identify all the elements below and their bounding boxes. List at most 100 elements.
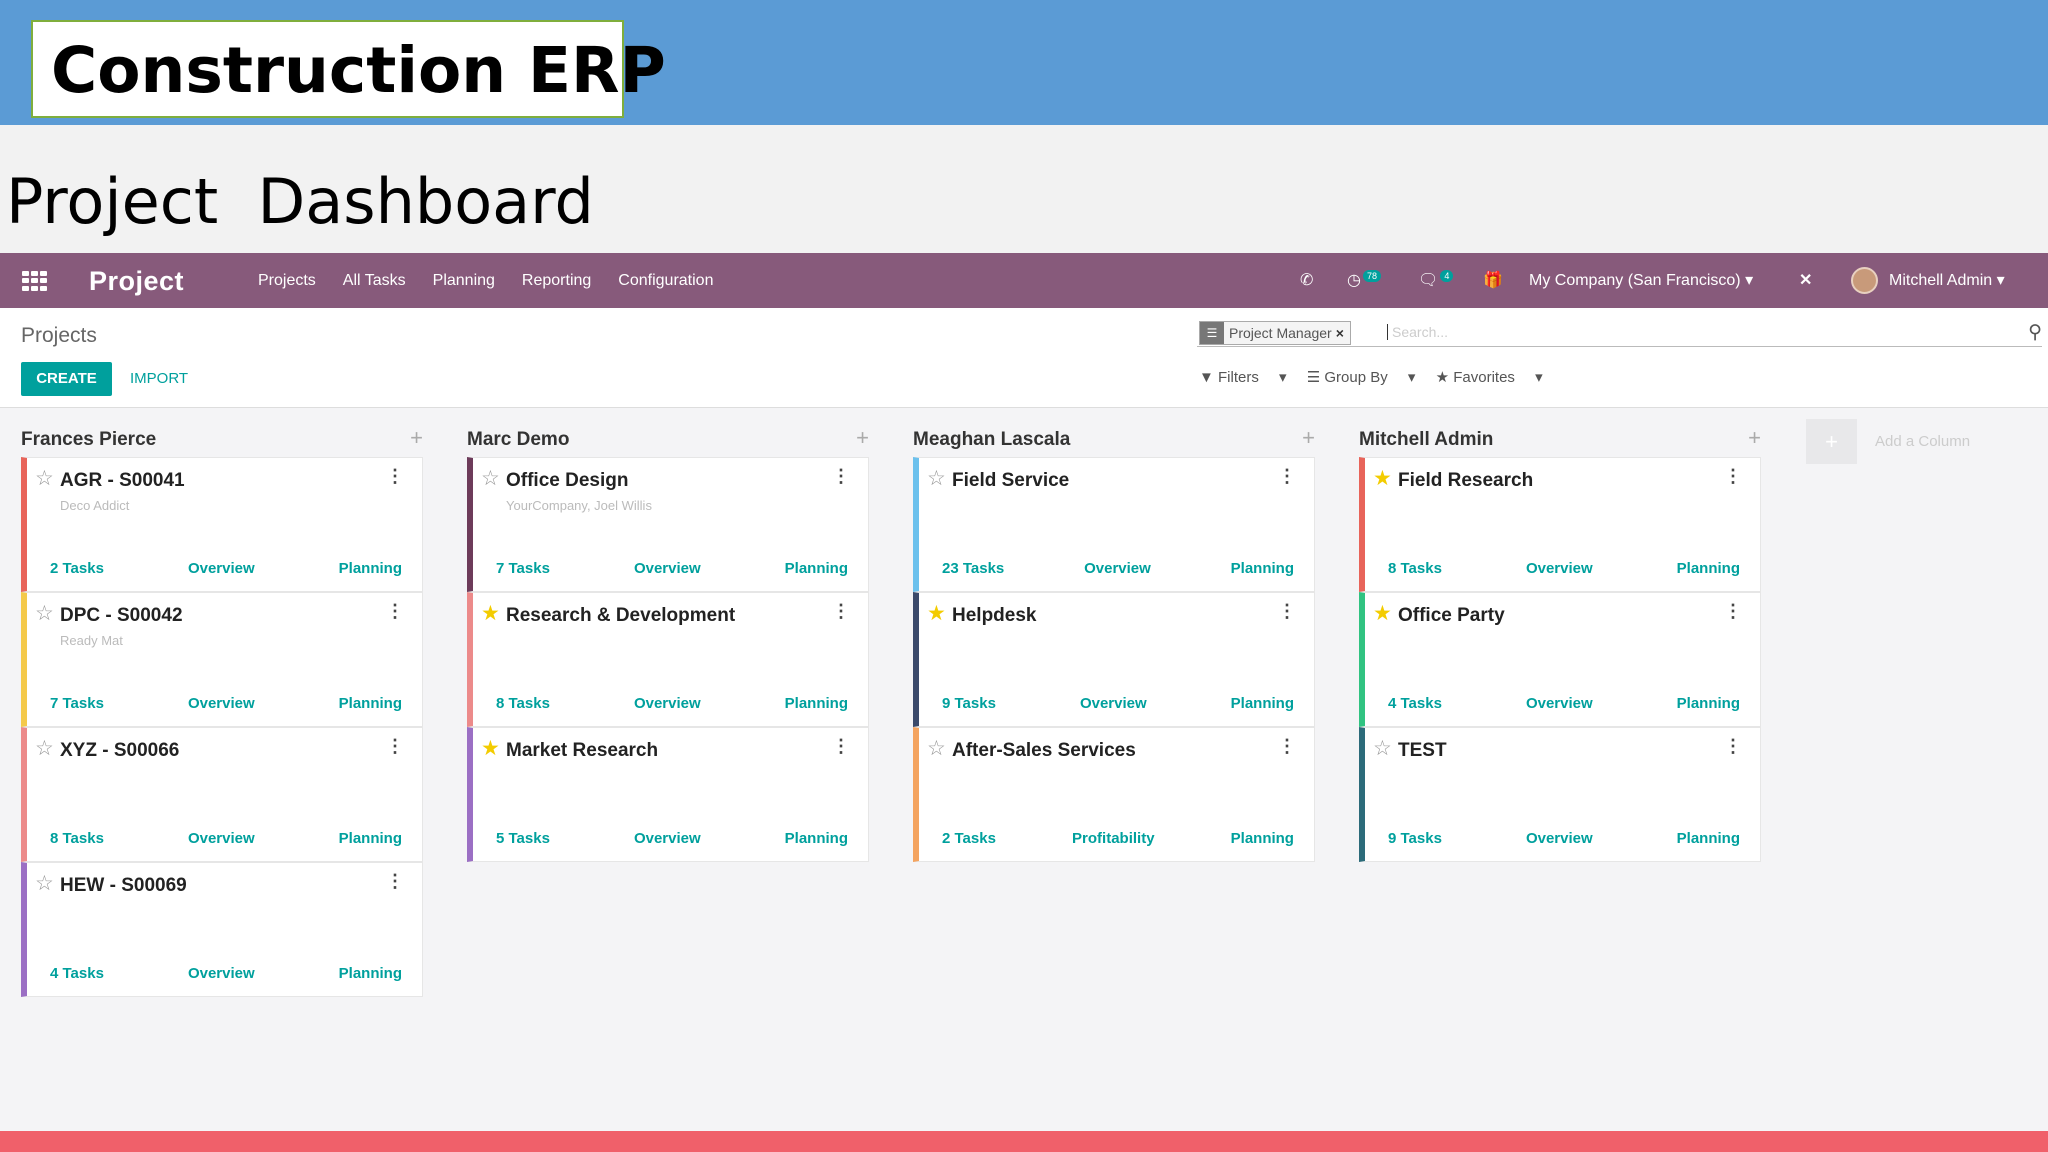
overview-link[interactable]: Overview	[1525, 830, 1593, 847]
card-menu-icon[interactable]: ⋮	[832, 736, 850, 756]
menu-planning[interactable]: Planning	[432, 272, 495, 289]
tasks-link[interactable]: 4 Tasks	[1388, 695, 1442, 712]
card-menu-icon[interactable]: ⋮	[1724, 736, 1742, 756]
app-brand[interactable]: Project	[89, 266, 185, 296]
overview-link[interactable]: Profitability	[1072, 830, 1155, 847]
project-name[interactable]: Office Party	[1398, 605, 1505, 626]
favorite-star-icon[interactable]: ★	[927, 602, 946, 625]
card-menu-icon[interactable]: ⋮	[832, 601, 850, 621]
company-switcher[interactable]: My Company (San Francisco) ▾	[1529, 272, 1754, 289]
project-name[interactable]: Research & Development	[506, 605, 736, 626]
tasks-link[interactable]: 7 Tasks	[50, 695, 104, 712]
overview-link[interactable]: Overview	[633, 695, 701, 712]
favorite-star-icon[interactable]: ★	[1373, 602, 1392, 625]
planning-link[interactable]: Planning	[784, 695, 848, 712]
menu-projects[interactable]: Projects	[258, 272, 316, 289]
facet-remove-icon[interactable]: ×	[1335, 325, 1344, 341]
overview-link[interactable]: Overview	[187, 560, 255, 577]
menu-all-tasks[interactable]: All Tasks	[342, 272, 406, 289]
search-icon[interactable]: ⚲	[2028, 322, 2042, 343]
apps-menu-icon[interactable]	[22, 271, 48, 291]
overview-link[interactable]: Overview	[633, 560, 701, 577]
favorite-star-icon[interactable]: ☆	[927, 467, 946, 490]
overview-link[interactable]: Overview	[1079, 695, 1147, 712]
project-name[interactable]: TEST	[1398, 740, 1447, 761]
project-name[interactable]: DPC - S00042	[60, 605, 183, 626]
overview-link[interactable]: Overview	[187, 965, 255, 982]
project-card[interactable]: ☆ TEST ⋮ 9 Tasks Overview Planning	[1359, 727, 1761, 862]
project-name[interactable]: Field Research	[1398, 470, 1534, 491]
tasks-link[interactable]: 23 Tasks	[942, 560, 1005, 577]
project-card[interactable]: ☆ XYZ - S00066 ⋮ 8 Tasks Overview Planning	[21, 727, 423, 862]
planning-link[interactable]: Planning	[1676, 560, 1740, 577]
favorite-star-icon[interactable]: ☆	[927, 737, 946, 760]
planning-link[interactable]: Planning	[1676, 695, 1740, 712]
project-name[interactable]: AGR - S00041	[60, 470, 185, 491]
card-menu-icon[interactable]: ⋮	[386, 871, 404, 891]
tasks-link[interactable]: 8 Tasks	[50, 830, 104, 847]
card-menu-icon[interactable]: ⋮	[1278, 601, 1296, 621]
add-column-label[interactable]: Add a Column	[1875, 433, 1971, 450]
quick-create-icon[interactable]: +	[410, 425, 423, 450]
planning-link[interactable]: Planning	[338, 965, 402, 982]
favorite-star-icon[interactable]: ☆	[35, 602, 54, 625]
project-card[interactable]: ★ Helpdesk ⋮ 9 Tasks Overview Planning	[913, 592, 1315, 727]
messages-icon[interactable]: 🗨 4	[1418, 270, 1454, 290]
planning-link[interactable]: Planning	[338, 695, 402, 712]
favorite-star-icon[interactable]: ★	[481, 737, 500, 760]
card-menu-icon[interactable]: ⋮	[386, 466, 404, 486]
planning-link[interactable]: Planning	[784, 560, 848, 577]
favorites-dropdown[interactable]: ★ Favorites ▾	[1435, 369, 1543, 386]
debug-tools-icon[interactable]: ✕	[1799, 272, 1813, 289]
card-menu-icon[interactable]: ⋮	[1724, 466, 1742, 486]
avatar[interactable]	[1851, 267, 1878, 294]
filters-dropdown[interactable]: ▼ Filters ▾	[1199, 369, 1287, 386]
project-name[interactable]: Market Research	[506, 740, 659, 761]
project-card[interactable]: ★ Office Party ⋮ 4 Tasks Overview Planning	[1359, 592, 1761, 727]
overview-link[interactable]: Overview	[187, 830, 255, 847]
planning-link[interactable]: Planning	[338, 560, 402, 577]
project-card[interactable]: ☆ DPC - S00042 Ready Mat ⋮ 7 Tasks Overview Pl…	[21, 592, 423, 727]
project-name[interactable]: After-Sales Services	[952, 740, 1136, 761]
project-name[interactable]: Helpdesk	[952, 605, 1037, 626]
card-menu-icon[interactable]: ⋮	[832, 466, 850, 486]
project-card[interactable]: ★ Field Research ⋮ 8 Tasks Overview Planning	[1359, 457, 1761, 592]
planning-link[interactable]: Planning	[1676, 830, 1740, 847]
search-input[interactable]: Search...	[1387, 324, 1448, 340]
card-menu-icon[interactable]: ⋮	[1724, 601, 1742, 621]
overview-link[interactable]: Overview	[1084, 560, 1151, 577]
planning-link[interactable]: Planning	[784, 830, 848, 847]
tasks-link[interactable]: 9 Tasks	[942, 695, 996, 712]
phone-icon[interactable]: ✆	[1300, 272, 1314, 289]
groupby-dropdown[interactable]: ☰ Group By ▾	[1306, 369, 1416, 386]
add-column-button[interactable]: +	[1806, 419, 1857, 464]
tasks-link[interactable]: 2 Tasks	[50, 560, 104, 577]
tasks-link[interactable]: 5 Tasks	[496, 830, 550, 847]
card-menu-icon[interactable]: ⋮	[386, 601, 404, 621]
import-button[interactable]: IMPORT	[130, 370, 189, 387]
overview-link[interactable]: Overview	[633, 830, 701, 847]
project-card[interactable]: ☆ After-Sales Services ⋮ 2 Tasks Profitabili…	[913, 727, 1315, 862]
favorite-star-icon[interactable]: ☆	[481, 467, 500, 490]
favorite-star-icon[interactable]: ☆	[1373, 737, 1392, 760]
project-card[interactable]: ☆ Field Service ⋮ 23 Tasks Overview Planning	[913, 457, 1315, 592]
tasks-link[interactable]: 9 Tasks	[1388, 830, 1442, 847]
quick-create-icon[interactable]: +	[1302, 425, 1315, 450]
project-name[interactable]: HEW - S00069	[60, 875, 187, 896]
quick-create-icon[interactable]: +	[1748, 425, 1761, 450]
card-menu-icon[interactable]: ⋮	[386, 736, 404, 756]
project-name[interactable]: Office Design	[506, 470, 629, 491]
card-menu-icon[interactable]: ⋮	[1278, 736, 1296, 756]
card-menu-icon[interactable]: ⋮	[1278, 466, 1296, 486]
quick-create-icon[interactable]: +	[856, 425, 869, 450]
planning-link[interactable]: Planning	[1230, 560, 1294, 577]
menu-reporting[interactable]: Reporting	[521, 272, 592, 289]
planning-link[interactable]: Planning	[1230, 695, 1294, 712]
overview-link[interactable]: Overview	[187, 695, 255, 712]
search-facet[interactable]: ☰ Project Manager ×	[1199, 321, 1351, 345]
search-bar[interactable]: ☰ Project Manager × Search... ⚲	[1197, 321, 2042, 347]
tasks-link[interactable]: 8 Tasks	[496, 695, 550, 712]
favorite-star-icon[interactable]: ☆	[35, 467, 54, 490]
favorite-star-icon[interactable]: ☆	[35, 737, 54, 760]
project-name[interactable]: XYZ - S00066	[60, 740, 180, 761]
